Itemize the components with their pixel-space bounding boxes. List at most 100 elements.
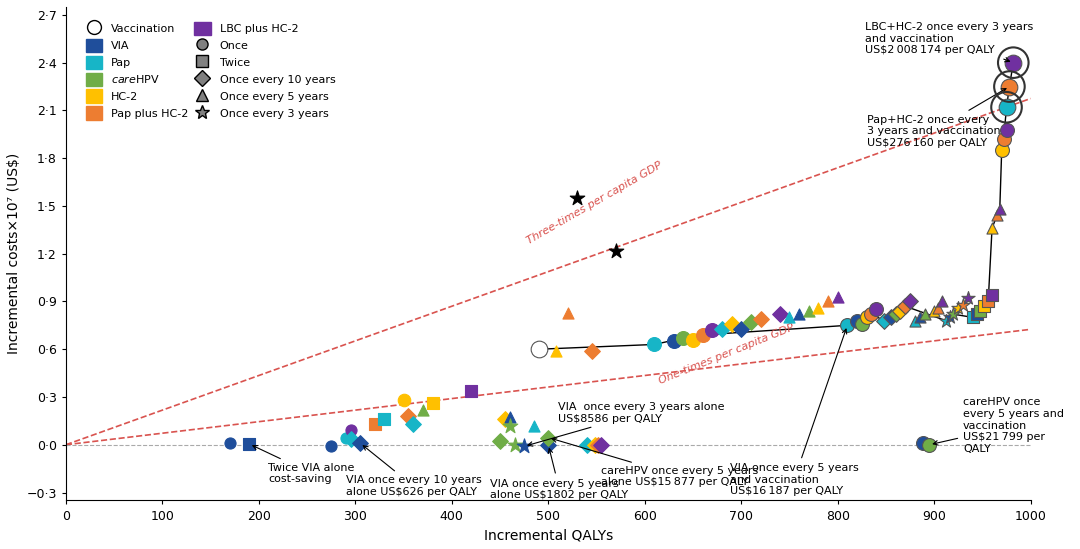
Point: [694, 330, 712, 339]
Point: [665, 337, 683, 346]
Point: [732, 324, 750, 333]
Point: [810, 304, 827, 312]
Point: [863, 310, 880, 318]
Text: One-times per capita GDP: One-times per capita GDP: [658, 322, 796, 386]
Point: [991, 205, 1009, 214]
Point: [530, 345, 548, 354]
Point: [937, 316, 955, 325]
Point: [501, 412, 518, 421]
Text: LBC+HC-2 once every 3 years
and vaccination
US$2 008 174 per QALY: LBC+HC-2 once every 3 years and vaccinat…: [865, 22, 1032, 62]
Point: [505, 440, 523, 449]
Point: [896, 302, 914, 311]
Point: [559, 308, 577, 317]
Point: [791, 310, 808, 318]
Point: [515, 442, 532, 451]
Point: [892, 307, 909, 316]
Point: [926, 307, 943, 316]
Point: [423, 398, 441, 407]
Point: [876, 316, 893, 325]
Point: [829, 292, 847, 301]
Point: [400, 412, 417, 421]
Point: [998, 103, 1015, 111]
Point: [980, 297, 997, 306]
Point: [501, 421, 518, 430]
X-axis label: Incremental QALYs: Incremental QALYs: [484, 528, 612, 542]
Point: [882, 313, 900, 322]
Point: [1001, 82, 1018, 91]
Point: [995, 135, 1012, 143]
Point: [941, 313, 958, 322]
Point: [752, 315, 769, 323]
Point: [351, 439, 368, 447]
Point: [704, 326, 721, 334]
Point: [337, 434, 354, 443]
Text: Pap+HC-2 once every
3 years and vaccination
US$276 160 per QALY: Pap+HC-2 once every 3 years and vaccinat…: [866, 88, 1005, 148]
Point: [583, 346, 600, 355]
Point: [1004, 58, 1022, 67]
Point: [949, 304, 967, 312]
Point: [853, 320, 870, 328]
Point: [994, 146, 1011, 155]
Point: [342, 425, 360, 434]
Point: [607, 246, 624, 255]
Point: [921, 440, 939, 449]
Point: [405, 419, 422, 428]
Point: [496, 415, 513, 424]
Point: [998, 125, 1015, 134]
Point: [906, 316, 923, 325]
Text: VIA once every 10 years
alone US$626 per QALY: VIA once every 10 years alone US$626 per…: [346, 446, 482, 497]
Text: VIA  once every 3 years alone
US$8586 per QALY: VIA once every 3 years alone US$8586 per…: [528, 402, 725, 446]
Point: [916, 310, 933, 318]
Point: [771, 310, 788, 318]
Point: [415, 405, 432, 414]
Point: [548, 346, 565, 355]
Point: [646, 340, 663, 349]
Text: careHPV once
every 5 years and
vaccination
US$21 799 per
QALY: careHPV once every 5 years and vaccinati…: [933, 397, 1064, 454]
Point: [975, 302, 993, 311]
Point: [839, 321, 856, 330]
Point: [540, 433, 557, 442]
Point: [800, 307, 818, 316]
Point: [540, 440, 557, 449]
Point: [984, 291, 1001, 300]
Point: [491, 436, 509, 445]
Point: [930, 304, 947, 312]
Point: [1001, 82, 1018, 91]
Point: [972, 307, 989, 316]
Point: [590, 440, 607, 449]
Point: [849, 316, 866, 325]
Point: [1004, 58, 1022, 67]
Point: [586, 440, 604, 449]
Legend: Vaccination, VIA, Pap, $\it{care}$HPV, HC-2, Pap plus HC-2, LBC plus HC-2, Once,: Vaccination, VIA, Pap, $\it{care}$HPV, H…: [81, 18, 340, 124]
Text: VIA once every 5 years
and vaccination
US$16 187 per QALY: VIA once every 5 years and vaccination U…: [730, 329, 859, 496]
Point: [781, 313, 798, 322]
Point: [685, 335, 702, 344]
Point: [395, 396, 413, 405]
Text: VIA once every 5 years
alone US$1802 per QALY: VIA once every 5 years alone US$1802 per…: [490, 449, 629, 500]
Point: [968, 310, 985, 318]
Point: [713, 324, 730, 333]
Point: [723, 320, 740, 328]
Point: [221, 439, 239, 447]
Point: [241, 440, 258, 449]
Point: [568, 194, 585, 203]
Point: [912, 313, 929, 322]
Point: [525, 421, 542, 430]
Point: [945, 310, 962, 318]
Point: [964, 313, 982, 322]
Point: [914, 439, 931, 447]
Point: [323, 442, 340, 451]
Point: [342, 435, 360, 444]
Text: careHPV once every 5 years
alone US$15 877 per QALY: careHPV once every 5 years alone US$15 8…: [552, 438, 758, 488]
Point: [933, 297, 950, 306]
Point: [462, 386, 480, 395]
Point: [988, 211, 1005, 220]
Point: [376, 415, 393, 424]
Point: [959, 294, 976, 302]
Point: [366, 419, 383, 428]
Point: [902, 297, 919, 306]
Point: [867, 305, 885, 314]
Point: [820, 297, 837, 306]
Point: [578, 440, 595, 449]
Text: Three-times per capita GDP: Three-times per capita GDP: [525, 160, 664, 246]
